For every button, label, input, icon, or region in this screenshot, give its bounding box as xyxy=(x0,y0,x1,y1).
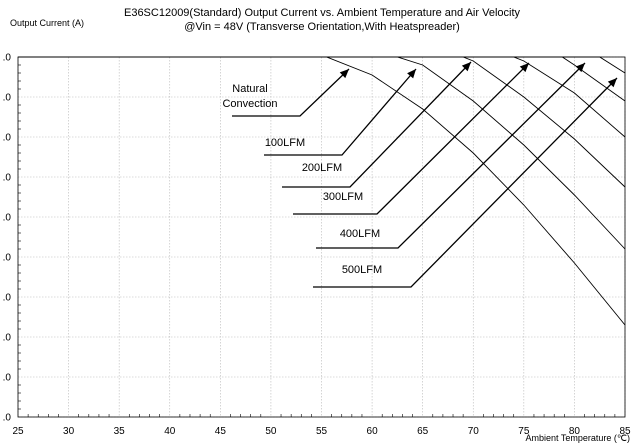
series-line xyxy=(18,56,626,326)
callout-leader xyxy=(282,61,472,188)
series-line xyxy=(18,56,626,74)
callout-label: 500LFM xyxy=(342,264,382,276)
x-tick-label: 75 xyxy=(518,426,530,437)
x-tick-label: 85 xyxy=(619,426,631,437)
arrow-head-icon xyxy=(461,62,471,72)
x-tick-label: 40 xyxy=(164,426,176,437)
arrow-head-icon xyxy=(607,78,617,88)
callout-label: Natural xyxy=(232,83,267,95)
callout-label: 300LFM xyxy=(323,191,363,203)
y-tick-label: .0 xyxy=(3,293,12,304)
x-axis-label: Ambient Temperature (℃) xyxy=(526,433,630,443)
x-tick-label: 55 xyxy=(316,426,328,437)
callout-label: 100LFM xyxy=(265,137,305,149)
y-axis-label: Output Current (A) xyxy=(10,18,84,28)
x-tick-label: 45 xyxy=(215,426,227,437)
series-lines xyxy=(18,56,626,326)
x-tick-label: 60 xyxy=(367,426,379,437)
x-tick-labels: 25 30 35 40 45 50 55 60 65 70 75 80 85 xyxy=(12,426,631,437)
x-tick-label: 80 xyxy=(569,426,581,437)
x-tick-label: 35 xyxy=(114,426,126,437)
y-tick-label: .0 xyxy=(3,133,12,144)
callout-label: 400LFM xyxy=(340,228,380,240)
callout-leader xyxy=(293,62,530,215)
x-tick-label: 65 xyxy=(417,426,429,437)
arrow-head-icon xyxy=(407,69,416,79)
grid-lines xyxy=(17,56,626,418)
y-tick-label: .0 xyxy=(3,333,12,344)
callout-leader xyxy=(313,77,618,288)
y-tick-label: .0 xyxy=(3,413,12,424)
chart-title: E36SC12009(Standard) Output Current vs. … xyxy=(124,7,521,19)
callout-label: Convection xyxy=(222,98,277,110)
y-tick-labels: .0 .0 .0 .0 .0 .0 .0 .0 .0 .0 xyxy=(3,53,12,424)
callout-leader xyxy=(264,68,417,156)
y-tick-label: .0 xyxy=(3,53,12,64)
x-tick-label: 25 xyxy=(12,426,24,437)
y-tick-label: .0 xyxy=(3,373,12,384)
arrow-head-icon xyxy=(339,69,349,79)
arrow-head-icon xyxy=(575,63,585,73)
arrow-head-icon xyxy=(519,63,529,73)
x-tick-label: 30 xyxy=(63,426,75,437)
chart-subtitle: @Vin = 48V (Transverse Orientation,With … xyxy=(184,21,460,33)
y-tick-label: .0 xyxy=(3,213,12,224)
callouts: Natural Convection 100LFM 200LFM 300LFM 400LF… xyxy=(222,61,618,288)
callout-label: 200LFM xyxy=(302,162,342,174)
x-tick-label: 50 xyxy=(265,426,277,437)
y-tick-label: .0 xyxy=(3,173,12,184)
callout-leader xyxy=(316,62,586,249)
callout-leader xyxy=(232,68,350,117)
y-tick-label: .0 xyxy=(3,253,12,264)
y-tick-label: .0 xyxy=(3,93,12,104)
x-tick-label: 70 xyxy=(468,426,480,437)
